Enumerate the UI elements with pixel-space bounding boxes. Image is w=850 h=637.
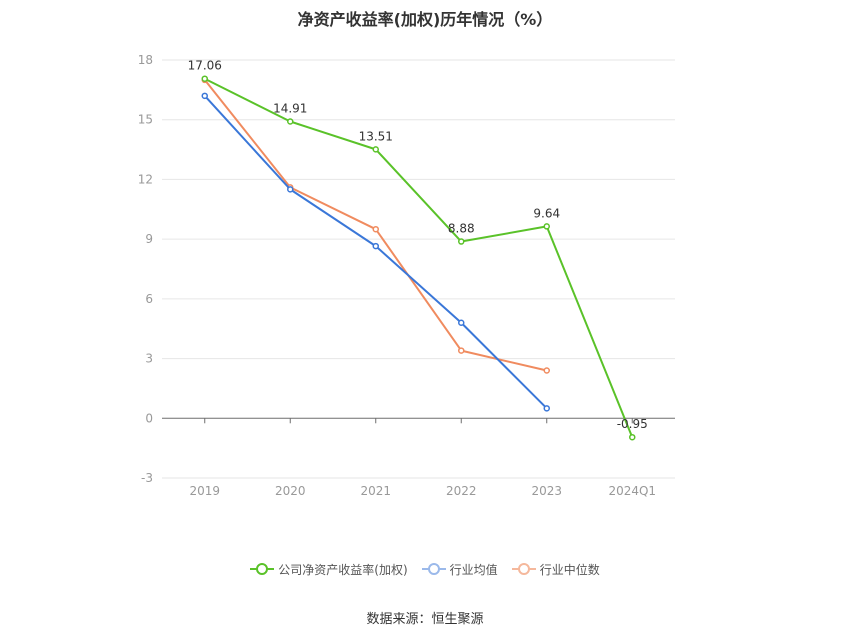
- data-point-0: [543, 223, 550, 230]
- data-source-note: 数据来源：恒生聚源: [366, 612, 484, 627]
- data-point-0: [372, 146, 379, 153]
- y-tick-label: 0: [145, 411, 153, 425]
- legend-item-company[interactable]: 公司净资产收益率(加权): [250, 561, 408, 578]
- series-line-0: [204, 77, 634, 438]
- gridlines: [162, 59, 675, 479]
- data-label: 17.06: [188, 59, 222, 73]
- data-point-2: [372, 225, 379, 233]
- series-line-2: [203, 79, 547, 372]
- data-label: 13.51: [359, 129, 393, 143]
- axes: -3 0 3 6 9 12 15 18 2019 2020 2021 2022 2023 2024Q1: [138, 53, 675, 498]
- data-point-1: [372, 242, 379, 250]
- data-labels: 17.06 14.91 13.51 8.88 9.64 -0.95: [188, 59, 648, 431]
- legend: 公司净资产收益率(加权) 行业均值 行业中位数: [0, 559, 850, 579]
- data-point-0: [287, 118, 294, 125]
- legend-marker-icon: [250, 563, 275, 575]
- chart-title: 净资产收益率(加权)历年情况（%）: [297, 10, 553, 29]
- x-tick-label: 2023: [531, 484, 562, 498]
- data-point-1: [201, 92, 208, 100]
- data-label: -0.95: [617, 417, 648, 431]
- data-point-1: [458, 319, 465, 326]
- legend-marker-icon: [421, 563, 446, 575]
- y-tick-label: 12: [138, 172, 153, 186]
- legend-item-industry-mean[interactable]: 行业均值: [421, 561, 498, 578]
- y-tick-label: 15: [138, 113, 153, 127]
- series-lines: [201, 75, 636, 441]
- data-label: 14.91: [273, 102, 307, 116]
- x-tick-label: 2024Q1: [608, 484, 656, 498]
- y-tick-label: 6: [145, 292, 153, 306]
- data-point-2: [543, 367, 550, 374]
- data-point-2: [458, 347, 465, 354]
- x-tick-label: 2021: [360, 484, 391, 498]
- x-tick-label: 2020: [275, 484, 306, 498]
- data-label: 8.88: [448, 222, 475, 236]
- x-tick-label: 2019: [189, 484, 220, 498]
- y-tick-label: -3: [141, 471, 153, 485]
- data-point-0: [201, 75, 208, 82]
- y-tick-label: 3: [145, 352, 153, 366]
- data-point-0: [629, 433, 636, 441]
- legend-item-industry-median[interactable]: 行业中位数: [511, 561, 600, 578]
- legend-marker-icon: [511, 563, 536, 575]
- legend-label: 行业均值: [449, 562, 498, 577]
- y-tick-label: 9: [145, 232, 153, 246]
- data-point-1: [287, 186, 294, 193]
- data-point-0: [458, 238, 465, 245]
- legend-label: 公司净资产收益率(加权): [278, 562, 408, 577]
- x-tick-label: 2022: [446, 484, 477, 498]
- y-tick-label: 18: [138, 53, 153, 67]
- data-point-1: [543, 405, 550, 412]
- legend-label: 行业中位数: [539, 562, 600, 577]
- data-label: 9.64: [533, 206, 560, 220]
